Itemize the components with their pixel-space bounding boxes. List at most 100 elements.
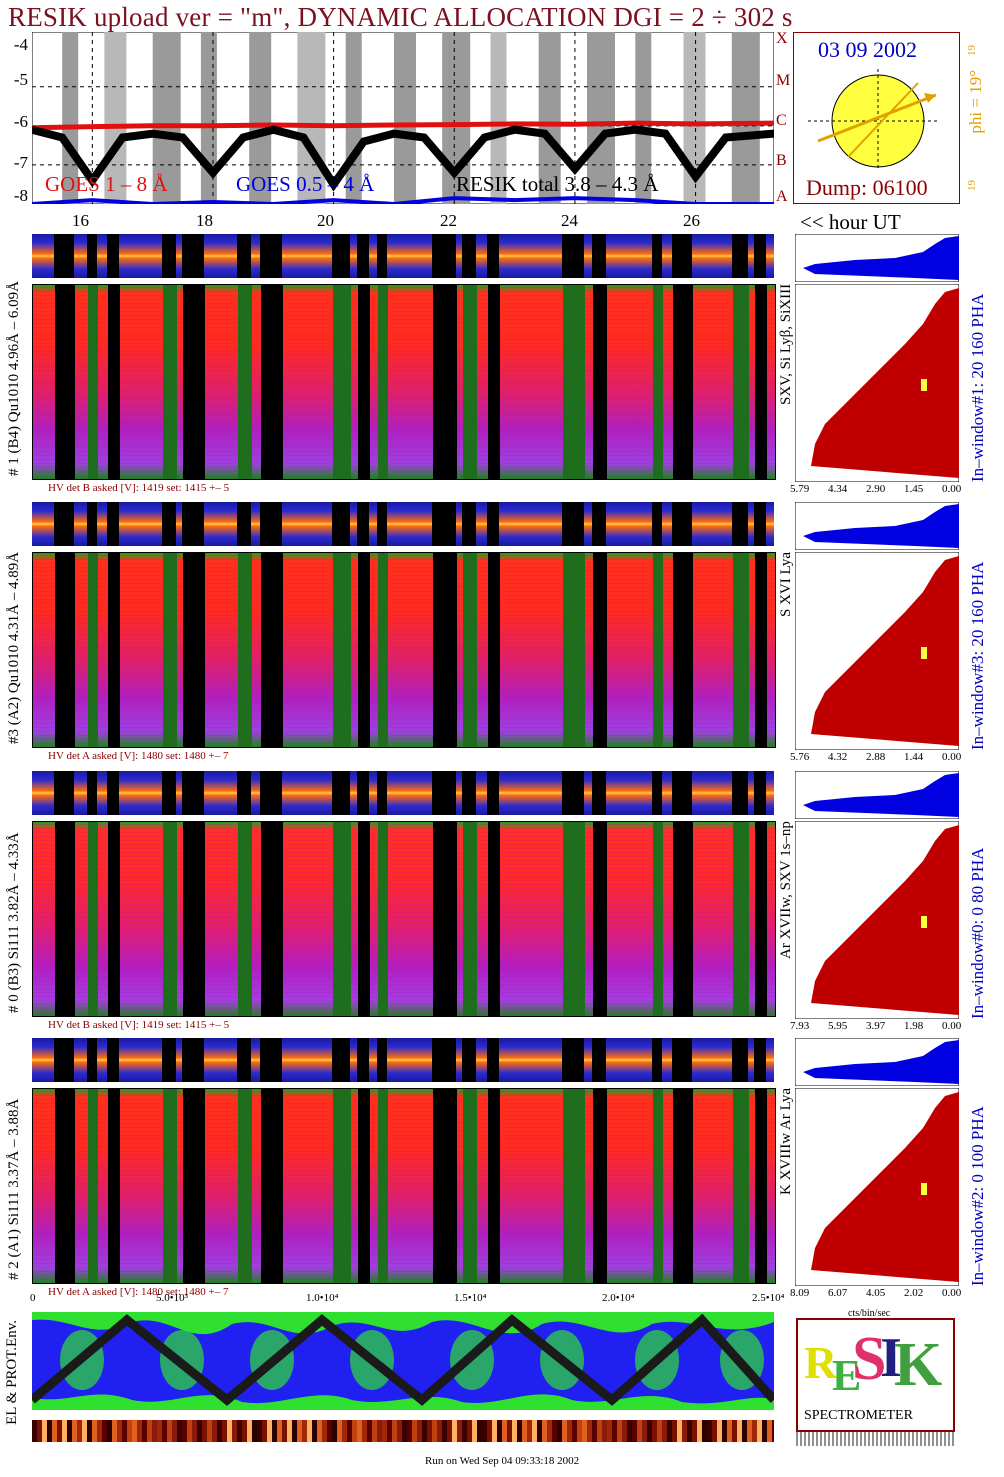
goes-class-letters: X M C B A — [776, 30, 792, 205]
goes-y-tick: -7 — [13, 153, 28, 172]
series-point-2 — [119, 134, 126, 141]
colorbar-cell — [182, 1420, 187, 1442]
series-point-2 — [571, 165, 578, 172]
series-point-2 — [330, 181, 337, 188]
colorbar-cell — [52, 1420, 57, 1442]
channel-spectrum-ch3 — [32, 552, 776, 748]
colorbar-cell — [622, 1420, 627, 1442]
pha-x-axis-ch0: 7.93 5.95 3.97 1.98 0.00 — [790, 1020, 968, 1034]
colorbar-cell — [437, 1420, 442, 1442]
colorbar-cell — [487, 1420, 492, 1442]
series-point-2 — [632, 126, 639, 133]
colorbar-cell — [207, 1420, 212, 1442]
colorbar-cell — [262, 1420, 267, 1442]
colorbar-cell — [517, 1420, 522, 1442]
band-stripe — [432, 234, 456, 278]
band-stripe — [260, 1038, 282, 1082]
colorbar-cell — [192, 1420, 197, 1442]
channel-spectrum-ch0 — [32, 821, 776, 1017]
series-point-0 — [694, 122, 698, 126]
line-label-ch3: S XVI Lya — [778, 552, 794, 617]
band-stripe — [652, 502, 662, 546]
class-letter-b: B — [776, 152, 787, 169]
band-stripe — [487, 234, 499, 278]
colorbar-cell — [152, 1420, 157, 1442]
series-point-1 — [332, 198, 336, 202]
band-stripe — [487, 771, 499, 815]
pha-x-tick: 0.00 — [942, 483, 962, 495]
colorbar-cell — [562, 1420, 567, 1442]
colorbar-cell — [752, 1420, 757, 1442]
band-stripe — [237, 502, 251, 546]
colorbar-cell — [87, 1420, 92, 1442]
colorbar-cell — [37, 1420, 42, 1442]
hour-ut-label: << hour UT — [800, 210, 901, 234]
colorbar-cell — [672, 1420, 677, 1442]
colorbar-cell — [97, 1420, 102, 1442]
band-stripe — [462, 1038, 476, 1082]
colorbar-cell — [757, 1420, 762, 1442]
gap-band — [538, 32, 561, 204]
gap-band — [249, 32, 272, 204]
spectrum-stripe — [183, 553, 205, 747]
colorbar-cell — [527, 1420, 532, 1442]
colorbar-cell — [697, 1420, 702, 1442]
spectrum-stripe — [463, 822, 477, 1016]
pha-histogram-ch0 — [795, 821, 959, 1019]
band-stripe — [732, 1038, 748, 1082]
band-stripe — [652, 1038, 662, 1082]
band-stripe — [732, 234, 748, 278]
colorbar-cell — [692, 1420, 697, 1442]
colorbar-cell — [742, 1420, 747, 1442]
colorbar-cell — [422, 1420, 427, 1442]
band-stripe — [107, 234, 119, 278]
spectrum-stripe — [673, 553, 693, 747]
band-stripe — [162, 771, 176, 815]
colorbar-cell — [567, 1420, 572, 1442]
series-point-2 — [89, 177, 96, 184]
band-stripe — [754, 234, 766, 278]
colorbar-cell — [252, 1420, 257, 1442]
colorbar-cell — [332, 1420, 337, 1442]
colorbar-cell — [197, 1420, 202, 1442]
series-point-0 — [452, 123, 456, 127]
series-point-1 — [392, 202, 396, 204]
hour-tick: 20 — [317, 211, 334, 230]
spectrum-stripe — [358, 553, 370, 747]
band-stripe — [377, 502, 387, 546]
colorbar-cell — [72, 1420, 77, 1442]
colorbar-cell — [597, 1420, 602, 1442]
spectrum-stripe — [593, 553, 607, 747]
spectrum-stripe — [261, 285, 283, 479]
band-stripe — [432, 771, 456, 815]
series-point-2 — [692, 173, 699, 180]
colorbar-cell — [92, 1420, 97, 1442]
series-point-2 — [32, 126, 35, 133]
spectrum-stripe — [88, 1089, 98, 1283]
channel-label-ch3: #3 (A2) Qu1010 4.31Å – 4.89Å — [6, 551, 22, 744]
line-label-ch0: Ar XVIIw, SXV 1s–np — [778, 821, 794, 959]
spectrum-stripe — [55, 285, 75, 479]
spectrum-stripe — [653, 822, 663, 1016]
band-stripe — [332, 1038, 350, 1082]
colorbar-cell — [522, 1420, 527, 1442]
spectrum-stripe — [733, 553, 749, 747]
colorbar-cell — [372, 1420, 377, 1442]
phi-small-bottom: 19 — [966, 180, 978, 191]
series-point-0 — [90, 125, 94, 129]
phi-small-top: 19 — [966, 45, 978, 56]
colorbar-cell — [117, 1420, 122, 1442]
class-letter-a: A — [776, 188, 788, 205]
series-point-0 — [211, 124, 215, 128]
spectrum-stripe — [163, 553, 177, 747]
gap-band — [152, 32, 181, 204]
observation-date: 03 09 2002 — [818, 37, 917, 62]
series-point-1 — [32, 202, 34, 204]
band-stripe — [54, 502, 74, 546]
colorbar-cell — [652, 1420, 657, 1442]
colorbar-cell — [217, 1420, 222, 1442]
band-stripe — [357, 1038, 369, 1082]
environment-label: EL & PROT.Env. — [4, 1320, 20, 1425]
class-letter-x: X — [776, 30, 788, 47]
series-point-0 — [271, 123, 275, 127]
